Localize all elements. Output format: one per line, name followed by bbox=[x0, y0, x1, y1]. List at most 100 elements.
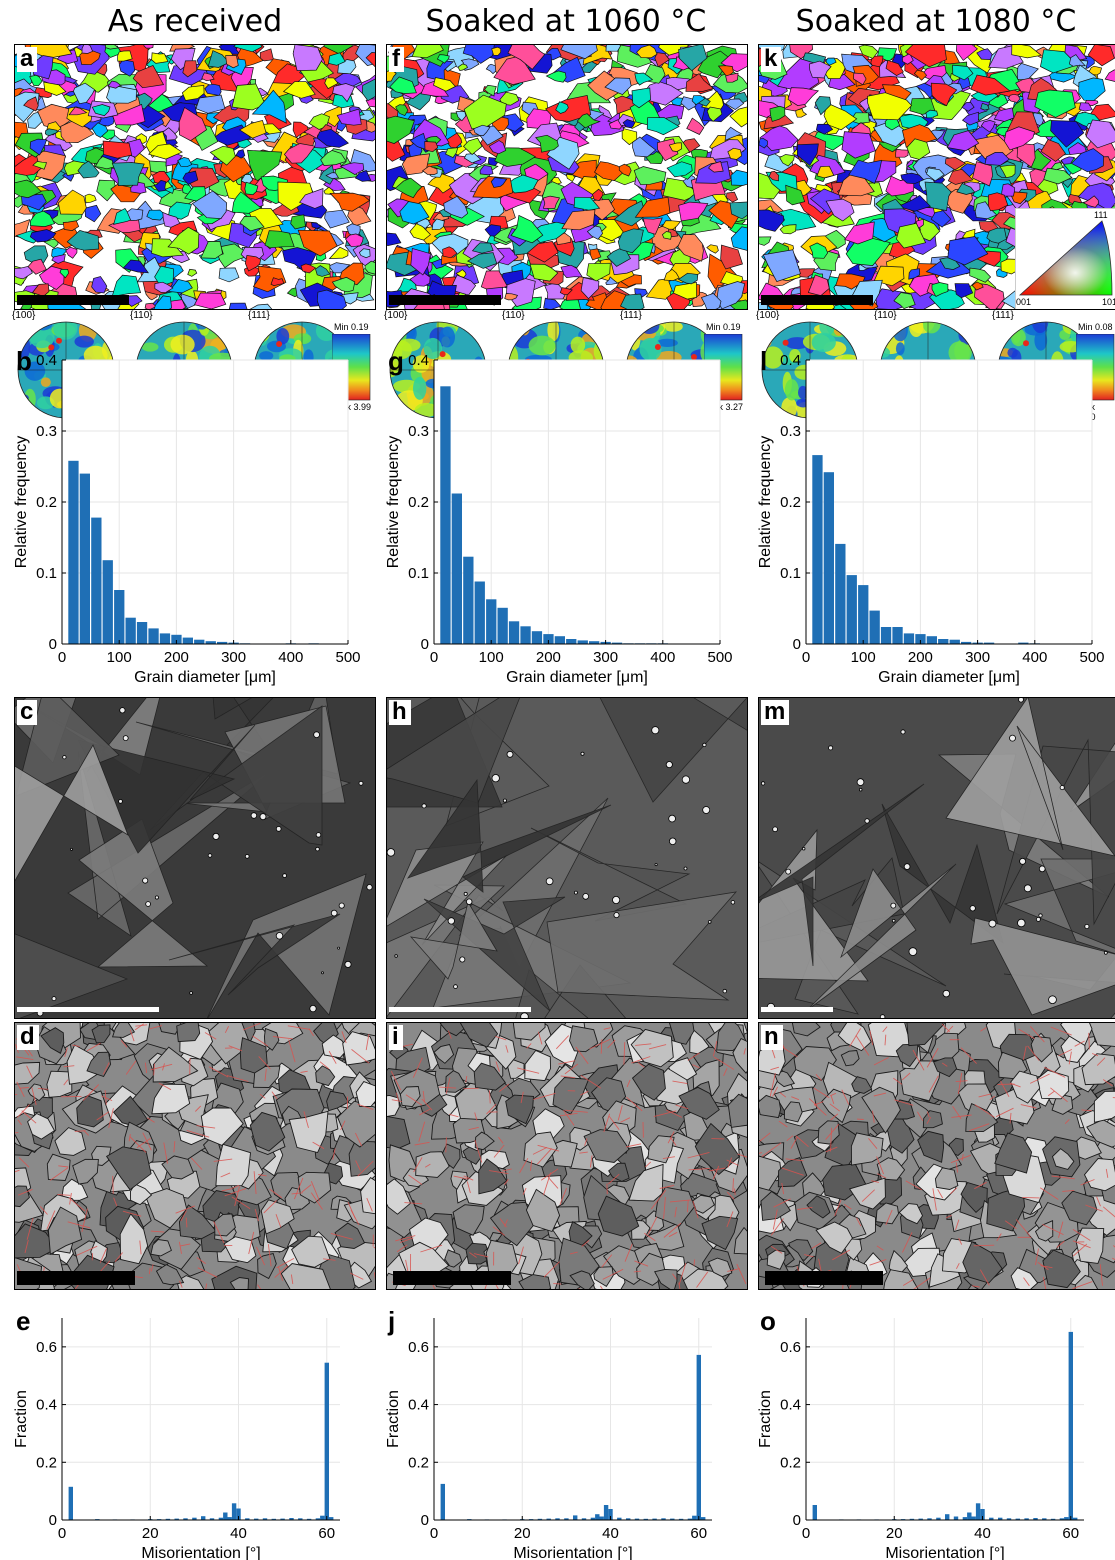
bar bbox=[298, 1518, 303, 1520]
grain-size-histogram-g: 0 100 200 300 400 500 0 0.1 0.2 0.3 0.4 Grain diame… bbox=[385, 352, 733, 686]
bar bbox=[254, 1518, 259, 1520]
bar bbox=[603, 1505, 609, 1520]
pole-figure-label: {110} bbox=[874, 310, 897, 321]
y-tick-label: 0.4 bbox=[408, 352, 429, 369]
x-tick-label: 400 bbox=[1022, 649, 1047, 666]
y-tick-label: 0 bbox=[421, 636, 429, 653]
panel-label-d: d bbox=[17, 1025, 39, 1050]
bar bbox=[858, 585, 869, 644]
pole-figure-label: {100} bbox=[756, 310, 780, 321]
bar bbox=[823, 472, 834, 644]
bar bbox=[508, 621, 520, 644]
bar bbox=[306, 1518, 312, 1520]
misorientation-histogram-o: 0 20 40 60 0 0.2 0.4 0.6 Misorientation [°] Fract… bbox=[757, 1318, 1084, 1560]
bar bbox=[543, 634, 554, 644]
bars bbox=[440, 1354, 706, 1520]
pole-figure-label: {110} bbox=[130, 310, 153, 321]
bar bbox=[661, 1518, 666, 1520]
bar bbox=[320, 1515, 325, 1520]
boundary-map-n: n bbox=[758, 1022, 1115, 1290]
ipf-color-key: 111 001 101 bbox=[1015, 208, 1115, 309]
x-tick-label: 20 bbox=[514, 1525, 531, 1542]
y-tick-label: 0.3 bbox=[780, 423, 801, 440]
bar bbox=[1068, 1331, 1073, 1520]
grain-texture bbox=[15, 45, 375, 309]
y-tick-label: 0.2 bbox=[408, 494, 429, 511]
grain-texture bbox=[759, 45, 1115, 309]
boundary-map-i: i bbox=[386, 1022, 748, 1290]
boundary-grains bbox=[759, 1023, 1115, 1289]
bar bbox=[573, 1515, 578, 1520]
bar bbox=[114, 590, 125, 644]
scale-bar bbox=[17, 1007, 159, 1012]
panel-label-j: j bbox=[388, 1306, 396, 1336]
panel-label-h: h bbox=[389, 700, 411, 725]
bar bbox=[812, 455, 823, 644]
scale-bar bbox=[17, 1271, 135, 1285]
x-axis-label: Misorientation [°] bbox=[885, 1545, 1004, 1560]
sem-image-c: c bbox=[14, 697, 376, 1019]
bar bbox=[566, 639, 577, 644]
panel-label-c: c bbox=[17, 700, 38, 725]
bar bbox=[962, 1517, 968, 1520]
y-tick-label: 0.3 bbox=[408, 423, 429, 440]
bar bbox=[329, 1517, 334, 1520]
x-tick-label: 500 bbox=[1079, 649, 1104, 666]
sem-grains bbox=[759, 698, 1115, 1018]
bar bbox=[617, 1517, 622, 1520]
bar bbox=[531, 631, 543, 644]
bar bbox=[192, 1517, 197, 1520]
x-tick-label: 0 bbox=[430, 1525, 438, 1542]
bar bbox=[927, 1518, 932, 1520]
bar bbox=[497, 607, 508, 644]
y-tick-label: 0.3 bbox=[36, 423, 57, 440]
boundary-grains bbox=[387, 1023, 747, 1289]
bar bbox=[1050, 1518, 1056, 1520]
pole-figure-label: {100} bbox=[384, 310, 408, 321]
plot-area bbox=[434, 1318, 712, 1520]
bar bbox=[1073, 1517, 1078, 1520]
bar bbox=[463, 556, 474, 644]
bar bbox=[546, 1518, 551, 1520]
bar bbox=[590, 1517, 596, 1520]
pole-figure-label: {100} bbox=[12, 310, 36, 321]
y-tick-label: 0.4 bbox=[408, 1397, 429, 1414]
bar bbox=[136, 622, 148, 644]
bar bbox=[262, 1518, 268, 1520]
x-tick-label: 400 bbox=[650, 649, 675, 666]
y-tick-label: 0.4 bbox=[36, 1397, 57, 1414]
bar bbox=[949, 639, 960, 644]
grain-size-histogram-l: 0 100 200 300 400 500 0 0.1 0.2 0.3 0.4 Grain diame… bbox=[757, 352, 1105, 686]
bar bbox=[554, 636, 565, 644]
bar bbox=[564, 1518, 569, 1520]
ipf-triangle bbox=[1018, 220, 1113, 296]
colorbar-min-label: Min 0.19 bbox=[334, 322, 369, 332]
bar bbox=[289, 1518, 294, 1520]
bar bbox=[174, 1518, 179, 1520]
bar bbox=[520, 626, 531, 645]
colorbar-max-label: Max 3.99 bbox=[334, 402, 372, 412]
bar bbox=[440, 1483, 445, 1520]
twin-boundaries bbox=[759, 1023, 1115, 1289]
bar bbox=[227, 1517, 232, 1520]
bar bbox=[915, 634, 926, 644]
bar bbox=[611, 642, 623, 644]
bar bbox=[315, 1518, 321, 1520]
y-axis-label: Fraction bbox=[13, 1390, 30, 1448]
x-tick-label: 40 bbox=[974, 1525, 991, 1542]
bar bbox=[846, 575, 857, 644]
bar bbox=[626, 1518, 631, 1520]
bar bbox=[652, 1518, 657, 1520]
bar bbox=[953, 1516, 959, 1520]
x-tick-label: 200 bbox=[164, 649, 189, 666]
bar bbox=[194, 639, 205, 644]
x-tick-label: 500 bbox=[707, 649, 732, 666]
bar bbox=[1018, 642, 1029, 644]
x-tick-label: 0 bbox=[58, 1525, 66, 1542]
bar bbox=[835, 543, 846, 644]
x-axis-label: Misorientation [°] bbox=[513, 1545, 632, 1560]
bar bbox=[926, 636, 937, 644]
y-axis-label: Fraction bbox=[757, 1390, 774, 1448]
bar bbox=[79, 473, 90, 644]
bar bbox=[209, 1518, 215, 1520]
